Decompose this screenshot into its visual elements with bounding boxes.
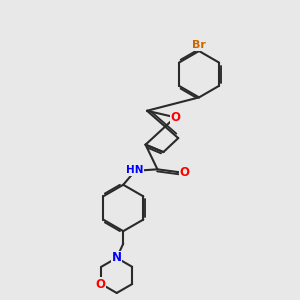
Text: O: O — [170, 111, 180, 124]
Text: Br: Br — [192, 40, 206, 50]
Text: N: N — [112, 251, 122, 264]
Text: N: N — [112, 251, 122, 264]
Text: O: O — [180, 166, 190, 179]
Text: HN: HN — [126, 165, 143, 175]
Text: O: O — [96, 278, 106, 290]
